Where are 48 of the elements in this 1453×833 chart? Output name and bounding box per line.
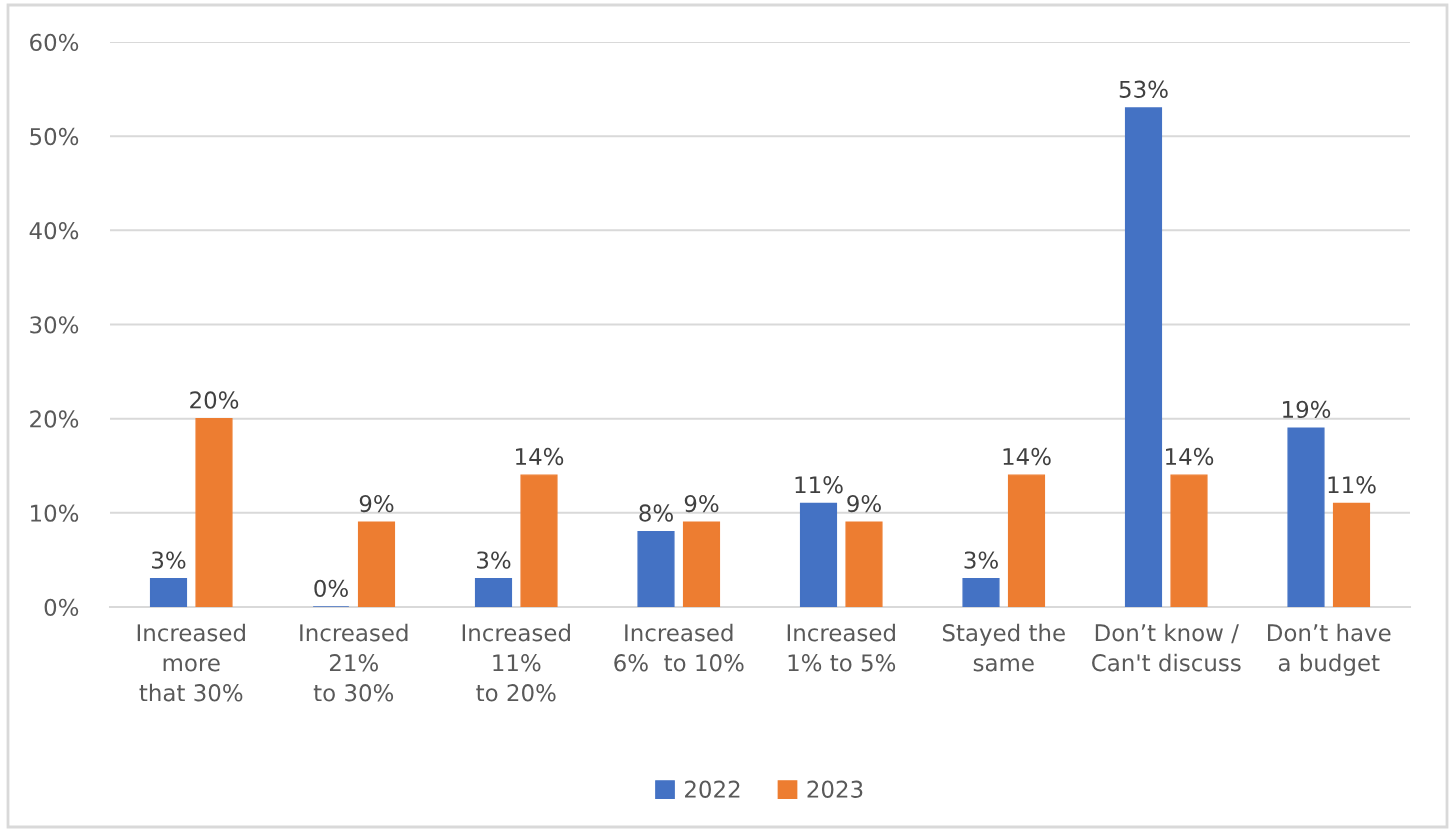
x-tick-label: Don’t have a budget	[1268, 623, 1391, 676]
legend-label: 2022	[685, 780, 740, 798]
bar	[962, 578, 1000, 607]
bar	[195, 417, 233, 607]
y-tick-label: 40%	[29, 222, 79, 240]
y-tick-label: 10%	[31, 504, 79, 522]
y-tick-label: 0%	[44, 598, 79, 617]
bar	[1287, 427, 1325, 607]
bar	[357, 521, 396, 607]
data-label: 14%	[1003, 447, 1051, 466]
bar	[1124, 107, 1163, 607]
bar	[520, 474, 558, 607]
x-tick-label: Increased more that 30%	[137, 623, 245, 702]
x-tick-label: Stayed the same	[942, 623, 1065, 672]
data-label: 19%	[1283, 400, 1331, 419]
data-label: 11%	[795, 476, 843, 494]
bar	[1170, 474, 1208, 607]
bar	[1007, 474, 1046, 607]
data-label: 14%	[1166, 447, 1214, 466]
bar	[682, 521, 721, 607]
bar	[845, 521, 883, 607]
data-label: 14%	[516, 447, 564, 466]
data-label: 0%	[314, 579, 348, 597]
data-label: 3%	[964, 551, 998, 569]
bar	[474, 578, 513, 607]
data-label: 11%	[1328, 476, 1376, 494]
data-label: 9%	[684, 494, 719, 513]
x-tick-label: Increased 1% to 5%	[787, 623, 896, 672]
x-tick-label: Don’t know / Can't discuss	[1092, 623, 1241, 672]
bar	[1332, 502, 1371, 607]
y-tick-label: 30%	[30, 316, 79, 334]
bar	[637, 530, 675, 607]
data-label: 9%	[847, 494, 881, 513]
y-tick-label: 60%	[30, 33, 79, 52]
y-tick-label: 20%	[30, 410, 79, 428]
x-tick-label: Increased 11% to 20%	[462, 623, 570, 702]
bar	[799, 502, 838, 607]
data-label: 3%	[152, 551, 186, 569]
data-label: 20%	[190, 391, 239, 409]
data-label: 53%	[1119, 80, 1168, 98]
data-label: 9%	[359, 494, 394, 513]
x-tick-label: Increased 6% to 10%	[614, 623, 744, 672]
data-label: 8%	[639, 504, 673, 522]
x-tick-label: Increased 21% to 30%	[300, 623, 408, 702]
bar	[149, 578, 188, 607]
legend-label: 2023	[807, 780, 863, 798]
data-label: 3%	[477, 551, 511, 569]
y-tick-label: 50%	[30, 127, 79, 146]
